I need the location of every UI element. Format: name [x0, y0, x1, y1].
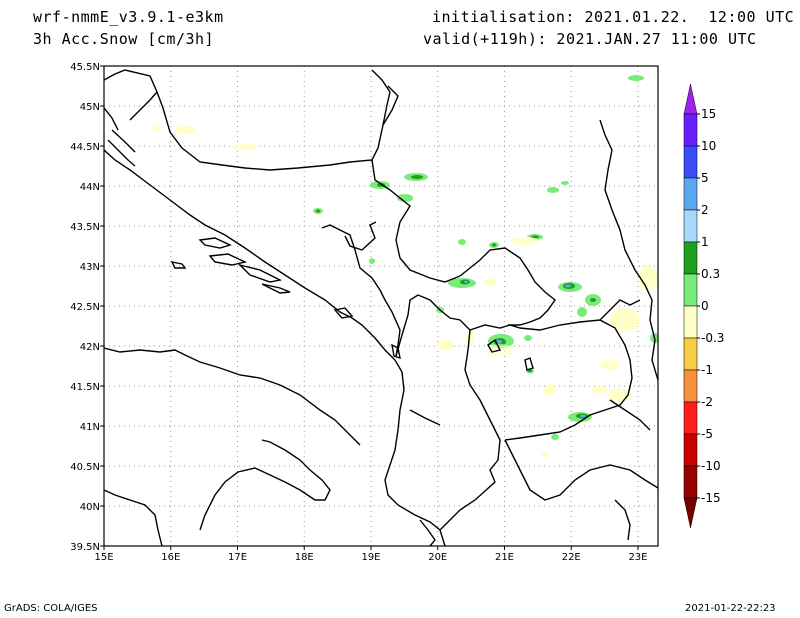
colorbar-swatch	[683, 145, 698, 179]
colorbar-top-arrow	[683, 83, 698, 115]
colorbar-label: 0.3	[701, 267, 720, 281]
field-title: 3h Acc.Snow [cm/3h]	[33, 30, 215, 48]
lat-tick-label: 43.5N	[70, 222, 100, 233]
lat-tick-label: 40N	[80, 502, 100, 513]
colorbar-label: 5	[701, 171, 709, 185]
valid-time: valid(+119h): 2021.JAN.27 11:00 UTC	[423, 30, 757, 48]
colorbar-swatch	[683, 401, 698, 435]
colorbar: 15 10 5 2 1 0.3 0 -0.3 -1 -2 -5 -10 -15	[683, 83, 724, 529]
snow-field	[153, 75, 658, 458]
longitude-tick-labels: 15E 16E 17E 18E 19E 20E 21E 22E 23E	[94, 546, 647, 563]
colorbar-label: -2	[701, 395, 713, 409]
colorbar-label: -0.3	[701, 331, 724, 345]
colorbar-swatch	[683, 241, 698, 275]
lat-tick-label: 42.5N	[70, 302, 100, 313]
colorbar-label: -10	[701, 459, 721, 473]
colorbar-swatch	[683, 209, 698, 243]
lat-tick-label: 43N	[80, 262, 100, 273]
lat-tick-label: 42N	[80, 342, 100, 353]
lon-tick-label: 15E	[94, 552, 113, 563]
lon-tick-label: 23E	[628, 552, 647, 563]
colorbar-swatch	[683, 273, 698, 307]
lat-tick-label: 44.5N	[70, 142, 100, 153]
lat-tick-label: 45.5N	[70, 62, 100, 73]
colorbar-label: 0	[701, 299, 709, 313]
lon-tick-label: 18E	[295, 552, 314, 563]
lat-tick-label: 41N	[80, 422, 100, 433]
lon-tick-label: 20E	[428, 552, 447, 563]
colorbar-label: 10	[701, 139, 716, 153]
render-timestamp: 2021-01-22-22:23	[685, 603, 776, 614]
model-title: wrf-nmmE_v3.9.1-e3km	[33, 8, 224, 26]
colorbar-bottom-arrow	[683, 497, 698, 529]
colorbar-label: -15	[701, 491, 721, 505]
lat-tick-label: 45N	[80, 102, 100, 113]
initialisation-time: initialisation: 2021.01.22. 12:00 UTC	[432, 8, 795, 26]
lon-tick-label: 19E	[361, 552, 380, 563]
colorbar-swatch	[683, 465, 698, 499]
colorbar-swatch	[683, 433, 698, 467]
colorbar-label: 1	[701, 235, 709, 249]
lat-tick-label: 40.5N	[70, 462, 100, 473]
lon-tick-label: 21E	[495, 552, 514, 563]
latitude-tick-labels: 45.5N 45N 44.5N 44N 43.5N 43N 42.5N 42N 41.5N 41N…	[70, 62, 104, 553]
colorbar-swatch	[683, 305, 698, 339]
lon-tick-label: 17E	[228, 552, 247, 563]
colorbar-label: 2	[701, 203, 709, 217]
colorbar-swatch	[683, 369, 698, 403]
colorbar-label: -5	[701, 427, 713, 441]
lon-tick-label: 22E	[562, 552, 581, 563]
colorbar-swatch	[683, 113, 698, 147]
grads-credit: GrADS: COLA/IGES	[4, 603, 98, 614]
colorbar-label: -1	[701, 363, 713, 377]
lat-tick-label: 41.5N	[70, 382, 100, 393]
map-grid	[104, 66, 658, 546]
lat-tick-label: 44N	[80, 182, 100, 193]
lon-tick-label: 16E	[161, 552, 180, 563]
coastlines-borders	[104, 69, 658, 546]
colorbar-label: 15	[701, 107, 716, 121]
colorbar-swatch	[683, 337, 698, 371]
lat-tick-label: 39.5N	[70, 542, 100, 553]
colorbar-swatch	[683, 177, 698, 211]
